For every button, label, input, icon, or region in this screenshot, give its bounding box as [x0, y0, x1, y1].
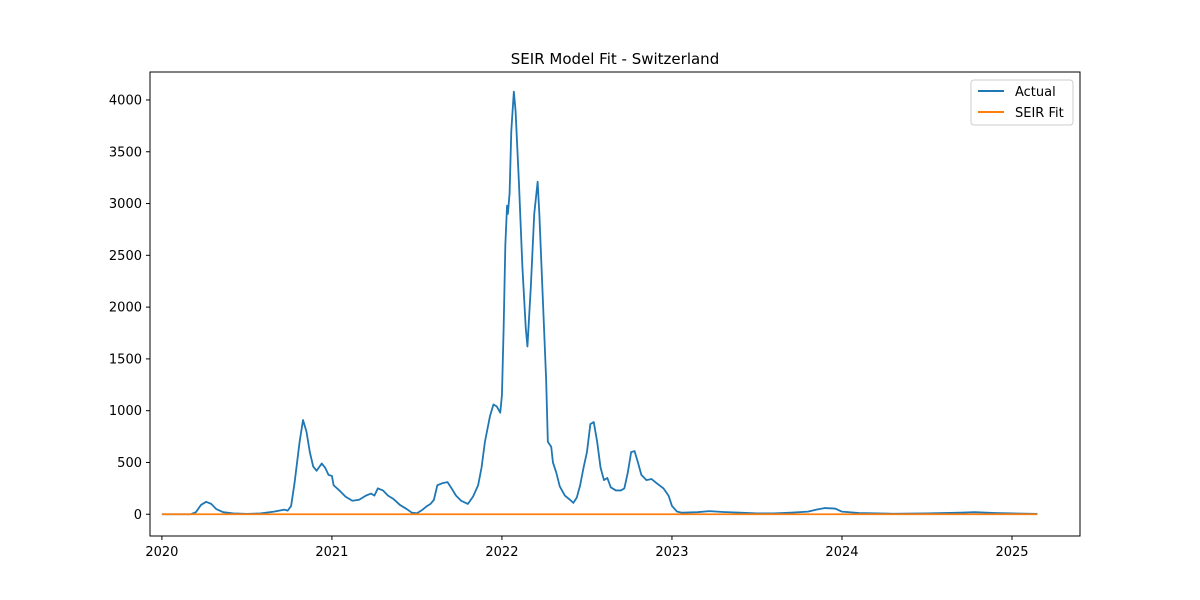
legend-label-seir-fit: SEIR Fit: [1015, 106, 1064, 121]
x-tick-label: 2023: [655, 545, 688, 560]
legend-label-actual: Actual: [1015, 85, 1056, 100]
y-tick-label: 3000: [109, 197, 142, 212]
y-tick-label: 4000: [109, 93, 142, 108]
series-line-actual: [161, 90, 1038, 516]
x-tick-label: 2024: [825, 545, 858, 560]
y-tick-label: 2500: [109, 249, 142, 264]
y-tick-label: 500: [117, 456, 142, 471]
x-tick-label: 2025: [995, 545, 1028, 560]
y-tick-label: 2000: [109, 301, 142, 316]
y-axis: 0 500 1000 1500 2000 2500 3000 3500 4000: [109, 93, 150, 523]
chart-title: SEIR Model Fit - Switzerland: [511, 50, 719, 68]
y-tick-label: 1000: [109, 404, 142, 419]
plot-lines: [161, 90, 1038, 516]
legend: Actual SEIR Fit: [970, 79, 1074, 126]
y-tick-label: 3500: [109, 145, 142, 160]
axes-frame: [149, 71, 1081, 537]
x-tick-label: 2020: [145, 545, 178, 560]
x-axis: 2020 2021 2022 2023 2024 2025: [145, 536, 1029, 560]
y-tick-label: 0: [134, 508, 142, 523]
x-tick-label: 2021: [315, 545, 348, 560]
y-tick-label: 1500: [109, 352, 142, 367]
x-tick-label: 2022: [485, 545, 518, 560]
